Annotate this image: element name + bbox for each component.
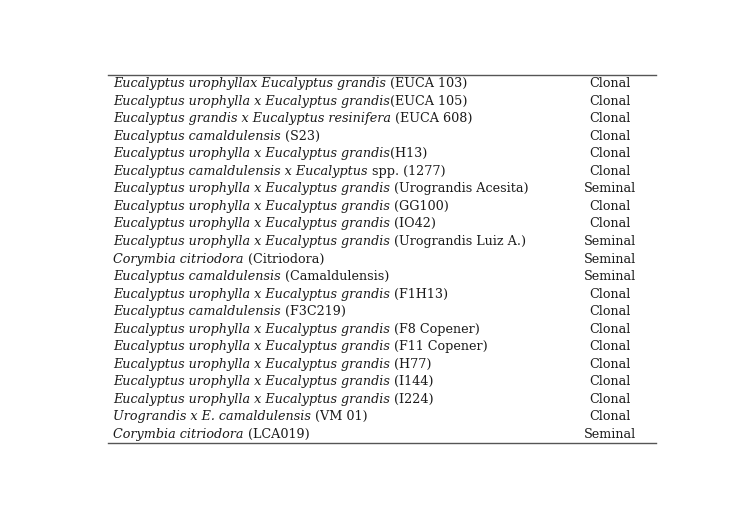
Text: Eucalyptus urophylla x Eucalyptus grandis: Eucalyptus urophylla x Eucalyptus grandi… xyxy=(113,288,390,301)
Text: Clonal: Clonal xyxy=(589,305,630,318)
Text: Eucalyptus urophylla x Eucalyptus grandis: Eucalyptus urophylla x Eucalyptus grandi… xyxy=(113,235,390,248)
Text: Urograndis x E. camaldulensis: Urograndis x E. camaldulensis xyxy=(113,410,311,423)
Text: Seminal: Seminal xyxy=(584,428,636,441)
Text: (Urograndis Luiz A.): (Urograndis Luiz A.) xyxy=(390,235,526,248)
Text: Corymbia citriodora: Corymbia citriodora xyxy=(113,428,244,441)
Text: (F3C219): (F3C219) xyxy=(281,305,346,318)
Text: spp. (1277): spp. (1277) xyxy=(368,165,446,178)
Text: Eucalyptus urophylla x Eucalyptus grandis: Eucalyptus urophylla x Eucalyptus grandi… xyxy=(113,340,390,353)
Text: Eucalyptus urophyllax Eucalyptus grandis: Eucalyptus urophyllax Eucalyptus grandis xyxy=(113,77,386,90)
Text: Clonal: Clonal xyxy=(589,375,630,388)
Text: Eucalyptus urophylla x Eucalyptus grandis: Eucalyptus urophylla x Eucalyptus grandi… xyxy=(113,217,390,231)
Text: Eucalyptus camaldulensis x Eucalyptus: Eucalyptus camaldulensis x Eucalyptus xyxy=(113,165,368,178)
Text: Clonal: Clonal xyxy=(589,340,630,353)
Text: Clonal: Clonal xyxy=(589,112,630,125)
Text: Eucalyptus urophylla x Eucalyptus grandis: Eucalyptus urophylla x Eucalyptus grandi… xyxy=(113,375,390,388)
Text: (H77): (H77) xyxy=(390,358,431,371)
Text: (I224): (I224) xyxy=(390,393,434,406)
Text: (H13): (H13) xyxy=(390,147,428,160)
Text: (GG100): (GG100) xyxy=(390,200,449,213)
Text: (F11 Copener): (F11 Copener) xyxy=(390,340,488,353)
Text: Clonal: Clonal xyxy=(589,77,630,90)
Text: Clonal: Clonal xyxy=(589,358,630,371)
Text: Seminal: Seminal xyxy=(584,252,636,266)
Text: Seminal: Seminal xyxy=(584,182,636,195)
Text: (VM 01): (VM 01) xyxy=(311,410,368,423)
Text: Eucalyptus urophylla x Eucalyptus grandis: Eucalyptus urophylla x Eucalyptus grandi… xyxy=(113,323,390,335)
Text: Clonal: Clonal xyxy=(589,288,630,301)
Text: (S23): (S23) xyxy=(281,130,320,143)
Text: Clonal: Clonal xyxy=(589,217,630,231)
Text: Eucalyptus camaldulensis: Eucalyptus camaldulensis xyxy=(113,305,281,318)
Text: Clonal: Clonal xyxy=(589,200,630,213)
Text: Clonal: Clonal xyxy=(589,95,630,107)
Text: (EUCA 608): (EUCA 608) xyxy=(391,112,473,125)
Text: Eucalyptus camaldulensis: Eucalyptus camaldulensis xyxy=(113,270,281,283)
Text: (F1H13): (F1H13) xyxy=(390,288,448,301)
Text: (EUCA 105): (EUCA 105) xyxy=(390,95,468,107)
Text: Eucalyptus urophylla x Eucalyptus grandis: Eucalyptus urophylla x Eucalyptus grandi… xyxy=(113,147,390,160)
Text: Clonal: Clonal xyxy=(589,165,630,178)
Text: Seminal: Seminal xyxy=(584,235,636,248)
Text: (Urograndis Acesita): (Urograndis Acesita) xyxy=(390,182,529,195)
Text: Corymbia citriodora: Corymbia citriodora xyxy=(113,252,244,266)
Text: Seminal: Seminal xyxy=(584,270,636,283)
Text: Clonal: Clonal xyxy=(589,393,630,406)
Text: Eucalyptus urophylla x Eucalyptus grandis: Eucalyptus urophylla x Eucalyptus grandi… xyxy=(113,182,390,195)
Text: Clonal: Clonal xyxy=(589,130,630,143)
Text: Eucalyptus grandis x Eucalyptus resinifera: Eucalyptus grandis x Eucalyptus resinife… xyxy=(113,112,391,125)
Text: Eucalyptus urophylla x Eucalyptus grandis: Eucalyptus urophylla x Eucalyptus grandi… xyxy=(113,358,390,371)
Text: (LCA019): (LCA019) xyxy=(244,428,310,441)
Text: (Camaldulensis): (Camaldulensis) xyxy=(281,270,390,283)
Text: (F8 Copener): (F8 Copener) xyxy=(390,323,480,335)
Text: Eucalyptus urophylla x Eucalyptus grandis: Eucalyptus urophylla x Eucalyptus grandi… xyxy=(113,95,390,107)
Text: Eucalyptus camaldulensis: Eucalyptus camaldulensis xyxy=(113,130,281,143)
Text: (Citriodora): (Citriodora) xyxy=(244,252,324,266)
Text: (I144): (I144) xyxy=(390,375,434,388)
Text: Clonal: Clonal xyxy=(589,147,630,160)
Text: (EUCA 103): (EUCA 103) xyxy=(386,77,468,90)
Text: Eucalyptus urophylla x Eucalyptus grandis: Eucalyptus urophylla x Eucalyptus grandi… xyxy=(113,200,390,213)
Text: Eucalyptus urophylla x Eucalyptus grandis: Eucalyptus urophylla x Eucalyptus grandi… xyxy=(113,393,390,406)
Text: (IO42): (IO42) xyxy=(390,217,437,231)
Text: Clonal: Clonal xyxy=(589,323,630,335)
Text: Clonal: Clonal xyxy=(589,410,630,423)
